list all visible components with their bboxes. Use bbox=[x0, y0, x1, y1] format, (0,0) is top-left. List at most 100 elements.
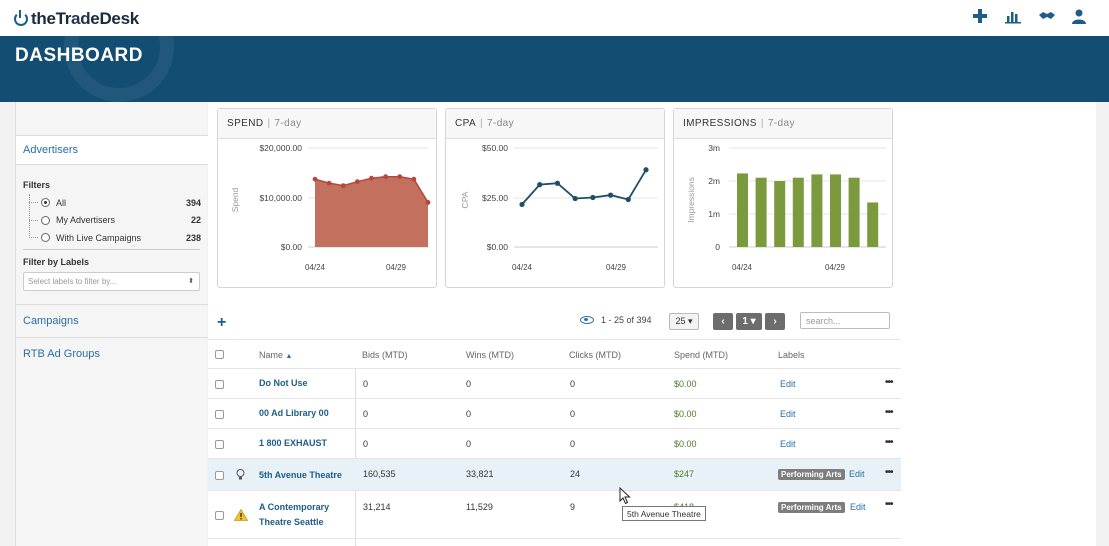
cpa-point[interactable] bbox=[554, 180, 561, 186]
cpa-point[interactable] bbox=[519, 201, 525, 208]
edit-labels-link[interactable]: Edit bbox=[780, 409, 796, 419]
add-advertiser-button[interactable]: + bbox=[217, 314, 227, 331]
table-row[interactable]: 1 800 EXHAUST 0 0 0 $0.00 Edit ••• bbox=[208, 429, 901, 459]
y-tick: $50.00 bbox=[482, 143, 508, 153]
filter-live-campaigns[interactable]: With Live Campaigns 238 bbox=[29, 229, 201, 247]
more-options-icon[interactable]: ••• bbox=[885, 467, 893, 478]
spend-value: $247 bbox=[674, 469, 695, 479]
spend-point[interactable] bbox=[425, 200, 431, 205]
spend-point[interactable] bbox=[312, 176, 318, 182]
impressions-bar[interactable] bbox=[737, 173, 748, 247]
more-options-icon[interactable]: ••• bbox=[885, 499, 893, 510]
spend-point[interactable] bbox=[326, 180, 332, 186]
table-row[interactable]: 5th Avenue Theatre 160,535 33,821 24 $24… bbox=[208, 459, 901, 491]
impressions-bar[interactable] bbox=[867, 202, 879, 247]
y-axis-label: CPA bbox=[460, 191, 470, 208]
row-checkbox[interactable] bbox=[215, 440, 224, 449]
cpa-point[interactable] bbox=[572, 195, 578, 202]
user-icon[interactable] bbox=[1071, 8, 1087, 24]
cpa-point[interactable] bbox=[607, 192, 614, 198]
impressions-bar[interactable] bbox=[774, 181, 786, 247]
clicks-value: 0 bbox=[570, 439, 576, 449]
impressions-bar[interactable] bbox=[811, 174, 823, 247]
advertiser-name-link[interactable]: A Contemporary Theatre Seattle bbox=[259, 502, 330, 527]
sidebar: Advertisers Filters All 394 My Advertise… bbox=[15, 102, 208, 546]
column-bids[interactable]: Bids (MTD) bbox=[362, 350, 408, 360]
cpa-point[interactable] bbox=[625, 196, 631, 203]
radio-icon[interactable] bbox=[41, 215, 50, 225]
spend-point[interactable] bbox=[340, 183, 346, 189]
handshake-icon[interactable] bbox=[1038, 8, 1055, 24]
spend-area bbox=[315, 176, 428, 247]
y-tick: $0.00 bbox=[487, 242, 509, 252]
advertiser-name-link[interactable]: 00 Ad Library 00 bbox=[259, 408, 329, 418]
impressions-bars bbox=[737, 173, 879, 247]
edit-labels-link[interactable]: Edit bbox=[849, 469, 865, 479]
select-all-checkbox[interactable] bbox=[215, 350, 224, 359]
filter-label: All bbox=[56, 197, 67, 208]
impressions-bar[interactable] bbox=[755, 177, 767, 247]
row-checkbox[interactable] bbox=[215, 410, 224, 419]
spend-value: $0.00 bbox=[674, 439, 697, 449]
table-row[interactable]: Do Not Use 0 0 0 $0.00 Edit ••• bbox=[208, 369, 901, 399]
table-row[interactable]: 00 Ad Library 00 0 0 0 $0.00 Edit ••• bbox=[208, 399, 901, 429]
column-spend[interactable]: Spend (MTD) bbox=[674, 350, 729, 360]
sidebar-item-campaigns[interactable]: Campaigns bbox=[23, 315, 79, 327]
reports-chart-icon[interactable] bbox=[1005, 8, 1021, 24]
spend-point[interactable] bbox=[354, 179, 360, 185]
spend-point[interactable] bbox=[411, 176, 417, 182]
sidebar-item-rtb-ad-groups[interactable]: RTB Ad Groups bbox=[23, 348, 100, 360]
impressions-chart: 3m 2m 1m 0 Impressions 04/24 04/29 bbox=[686, 143, 886, 272]
impressions-bar[interactable] bbox=[792, 177, 804, 247]
advertiser-name-link[interactable]: 1 800 EXHAUST bbox=[259, 438, 328, 448]
column-name[interactable]: Name ▲ bbox=[259, 350, 293, 360]
radio-icon[interactable] bbox=[41, 198, 50, 208]
chart-period: 7-day bbox=[274, 118, 302, 129]
edit-labels-link[interactable]: Edit bbox=[850, 502, 866, 512]
spend-point[interactable] bbox=[383, 174, 389, 180]
eye-icon[interactable] bbox=[580, 316, 594, 324]
table-header: Name ▲ Bids (MTD) Wins (MTD) Clicks (MTD… bbox=[208, 339, 901, 369]
label-tag[interactable]: Performing Arts bbox=[778, 502, 845, 513]
sidebar-item-advertisers[interactable]: Advertisers bbox=[16, 135, 208, 165]
filter-my-advertisers[interactable]: My Advertisers 22 bbox=[29, 212, 201, 230]
labels-select[interactable]: Select labels to filter by... ⬍ bbox=[23, 272, 200, 291]
page-number-select[interactable]: 1 ▾ bbox=[736, 313, 762, 330]
more-options-icon[interactable]: ••• bbox=[885, 377, 893, 388]
next-page-button[interactable]: › bbox=[765, 313, 785, 330]
prev-page-button[interactable]: ‹ bbox=[713, 313, 733, 330]
table-row[interactable]: A Contemporary Theatre Seattle 31,214 11… bbox=[208, 491, 901, 539]
spend-point[interactable] bbox=[397, 174, 403, 180]
more-options-icon[interactable]: ••• bbox=[885, 407, 893, 418]
cpa-points bbox=[519, 167, 649, 208]
cpa-point[interactable] bbox=[537, 182, 543, 188]
edit-labels-link[interactable]: Edit bbox=[780, 439, 796, 449]
more-options-icon[interactable]: ••• bbox=[885, 437, 893, 448]
impressions-bar[interactable] bbox=[848, 177, 860, 247]
top-icons bbox=[972, 8, 1087, 24]
warning-icon bbox=[234, 509, 248, 521]
radio-icon[interactable] bbox=[41, 233, 50, 243]
filter-all[interactable]: All 394 bbox=[29, 194, 201, 212]
cpa-line bbox=[521, 169, 647, 205]
advertiser-name-link[interactable]: 5th Avenue Theatre bbox=[259, 470, 342, 480]
column-clicks[interactable]: Clicks (MTD) bbox=[569, 350, 621, 360]
clicks-value: 0 bbox=[570, 409, 576, 419]
row-checkbox[interactable] bbox=[215, 380, 224, 389]
impressions-bar[interactable] bbox=[830, 174, 841, 247]
row-checkbox[interactable] bbox=[215, 471, 224, 480]
y-tick: $0.00 bbox=[281, 242, 303, 252]
spend-point[interactable] bbox=[369, 175, 374, 181]
advertiser-name-link[interactable]: Do Not Use bbox=[259, 378, 308, 388]
column-wins[interactable]: Wins (MTD) bbox=[466, 350, 514, 360]
row-checkbox[interactable] bbox=[215, 511, 224, 520]
add-icon[interactable] bbox=[972, 8, 988, 24]
label-tag[interactable]: Performing Arts bbox=[778, 469, 845, 480]
filters-heading: Filters bbox=[23, 180, 51, 190]
edit-labels-link[interactable]: Edit bbox=[780, 379, 796, 389]
cpa-point[interactable] bbox=[643, 167, 649, 173]
page-size-select[interactable]: 25 ▾ bbox=[669, 313, 699, 330]
search-input[interactable]: search... bbox=[800, 312, 890, 329]
cpa-point[interactable] bbox=[590, 194, 596, 201]
clicks-value: 24 bbox=[570, 469, 581, 479]
